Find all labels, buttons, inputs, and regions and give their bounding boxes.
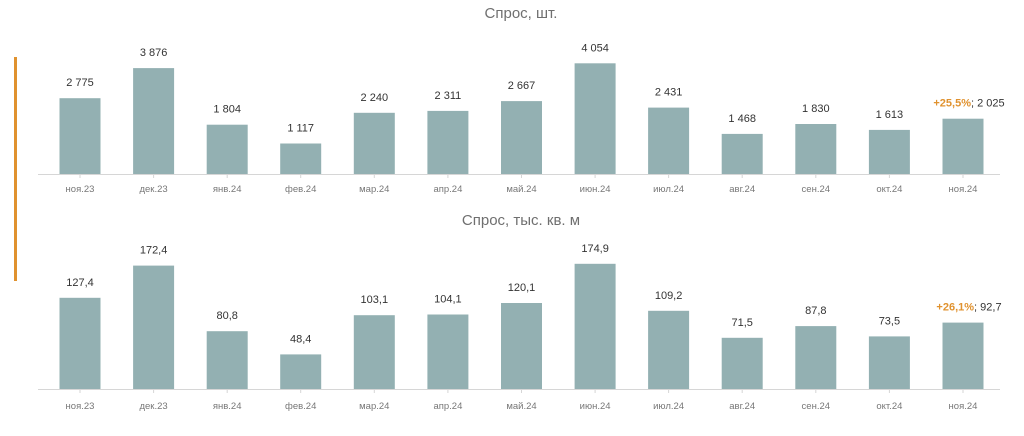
- bar: [868, 129, 910, 174]
- bar: [427, 314, 469, 389]
- data-label: 2 431: [655, 87, 683, 99]
- x-tick-label: май.24: [506, 184, 536, 195]
- x-tick-label: июл.24: [653, 184, 684, 195]
- x-tick-label: авг.24: [729, 401, 755, 412]
- bar: [942, 322, 984, 389]
- bar: [574, 263, 616, 389]
- data-label: 174,9: [581, 243, 609, 255]
- data-label: 120,1: [508, 282, 536, 294]
- x-tick-label: сен.24: [802, 184, 831, 195]
- data-label: 109,2: [655, 290, 683, 302]
- bar: [868, 336, 910, 389]
- bar: [795, 326, 837, 389]
- data-label: 4 054: [581, 42, 609, 54]
- data-label: 1 830: [802, 103, 830, 115]
- data-label: 80,8: [216, 310, 237, 322]
- chart-1-title: Спрос, шт.: [485, 5, 558, 22]
- bar: [280, 143, 322, 174]
- x-tick-label: фев.24: [285, 401, 316, 412]
- bar: [574, 63, 616, 174]
- data-label: 104,1: [434, 294, 462, 306]
- bar: [59, 297, 101, 389]
- x-tick-label: ноя.23: [66, 401, 95, 412]
- data-label: 1 804: [213, 104, 241, 116]
- bar: [501, 101, 542, 174]
- x-tick-label: окт.24: [876, 184, 902, 195]
- x-tick-label: окт.24: [876, 401, 902, 412]
- bar: [648, 310, 690, 389]
- bar: [721, 133, 763, 174]
- data-label: 3 876: [140, 47, 168, 59]
- chart-2-demand-area: ноя.23 127,4 дек.23 172,4 янв.24 80,8 фев.24 48…: [38, 243, 1002, 412]
- data-label: 2 775: [66, 77, 94, 89]
- data-label: +26,1%; 92,7: [936, 302, 1001, 314]
- data-label: 1 613: [876, 109, 904, 121]
- bar: [501, 303, 542, 389]
- bar: [133, 68, 175, 174]
- bar: [206, 124, 248, 174]
- x-tick-label: апр.24: [433, 401, 462, 412]
- data-label: 127,4: [66, 277, 94, 289]
- bar: [427, 110, 469, 174]
- data-label: 1 468: [728, 113, 756, 125]
- data-label: 172,4: [140, 245, 168, 257]
- data-label: +25,5%; 2 025: [933, 98, 1004, 110]
- x-tick-label: дек.23: [139, 401, 167, 412]
- bar: [942, 118, 984, 174]
- x-tick-label: ноя.24: [949, 184, 978, 195]
- bar: [280, 354, 322, 389]
- bar: [353, 112, 395, 174]
- x-tick-label: июн.24: [580, 401, 611, 412]
- data-label: 2 667: [508, 80, 536, 92]
- bar: [133, 265, 175, 389]
- bar: [648, 107, 690, 174]
- growth-label: +25,5%: [933, 98, 971, 110]
- bar: [59, 98, 101, 174]
- data-label: 73,5: [879, 315, 900, 327]
- bar: [795, 124, 837, 174]
- chart-2-title: Спрос, тыс. кв. м: [462, 212, 580, 229]
- x-tick-label: янв.24: [213, 401, 242, 412]
- accent-line: [14, 57, 17, 281]
- x-tick-label: июл.24: [653, 401, 684, 412]
- bar: [721, 337, 763, 389]
- x-tick-label: мар.24: [359, 401, 389, 412]
- bar: [353, 315, 395, 389]
- x-tick-label: апр.24: [433, 184, 462, 195]
- chart-1-demand-units: ноя.23 2 775 дек.23 3 876 янв.24 1 804 фев.24 1…: [38, 42, 1005, 195]
- data-label: 48,4: [290, 333, 311, 345]
- x-tick-label: июн.24: [580, 184, 611, 195]
- x-tick-label: май.24: [506, 401, 536, 412]
- data-label: 103,1: [361, 294, 389, 306]
- x-tick-label: ноя.23: [66, 184, 95, 195]
- x-tick-label: янв.24: [213, 184, 242, 195]
- x-tick-label: мар.24: [359, 184, 389, 195]
- x-tick-label: ноя.24: [949, 401, 978, 412]
- data-label: 2 311: [435, 90, 462, 102]
- bar: [206, 331, 248, 389]
- x-tick-label: фев.24: [285, 184, 316, 195]
- x-tick-label: сен.24: [802, 401, 831, 412]
- x-tick-label: дек.23: [139, 184, 167, 195]
- data-label: 71,5: [731, 317, 752, 329]
- data-label: 87,8: [805, 305, 826, 317]
- growth-label: +26,1%: [936, 302, 974, 314]
- x-tick-label: авг.24: [729, 184, 755, 195]
- data-label: 2 240: [361, 92, 389, 104]
- data-label: 1 117: [287, 123, 314, 135]
